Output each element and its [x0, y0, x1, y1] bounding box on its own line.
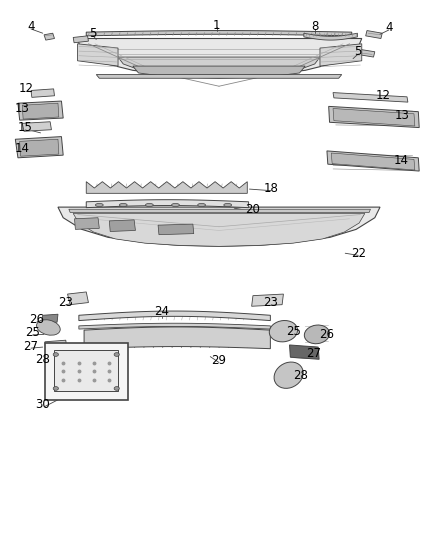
- Polygon shape: [84, 327, 270, 349]
- Text: 26: 26: [319, 328, 335, 341]
- Text: 23: 23: [58, 296, 73, 309]
- Text: 26: 26: [30, 313, 45, 326]
- Ellipse shape: [172, 204, 180, 207]
- Polygon shape: [78, 38, 362, 77]
- Ellipse shape: [269, 320, 297, 342]
- Text: 24: 24: [154, 305, 169, 318]
- Text: 4: 4: [27, 20, 35, 34]
- Text: 13: 13: [15, 102, 30, 115]
- Text: 8: 8: [311, 20, 318, 34]
- Text: 28: 28: [293, 369, 308, 382]
- Polygon shape: [18, 101, 63, 120]
- Polygon shape: [22, 122, 51, 131]
- Ellipse shape: [53, 386, 58, 390]
- Text: 12: 12: [376, 89, 391, 102]
- Text: 30: 30: [35, 398, 50, 411]
- Polygon shape: [42, 314, 58, 323]
- Polygon shape: [86, 200, 249, 208]
- Polygon shape: [96, 75, 342, 78]
- Ellipse shape: [36, 320, 60, 335]
- Text: 25: 25: [25, 326, 40, 340]
- Text: 5: 5: [89, 27, 96, 39]
- Bar: [54, 350, 118, 391]
- Polygon shape: [79, 311, 270, 320]
- Polygon shape: [44, 33, 54, 40]
- Polygon shape: [357, 49, 375, 57]
- Polygon shape: [22, 103, 59, 119]
- Polygon shape: [79, 323, 270, 329]
- Polygon shape: [290, 345, 319, 359]
- Polygon shape: [252, 294, 283, 306]
- Ellipse shape: [53, 353, 58, 357]
- Ellipse shape: [145, 204, 153, 207]
- Polygon shape: [158, 224, 194, 235]
- Polygon shape: [69, 209, 371, 213]
- Polygon shape: [73, 214, 365, 246]
- Polygon shape: [304, 33, 357, 40]
- Text: 5: 5: [355, 45, 362, 58]
- Bar: [45, 343, 127, 400]
- Polygon shape: [45, 340, 67, 350]
- Polygon shape: [58, 207, 380, 246]
- Text: 18: 18: [264, 182, 279, 195]
- Ellipse shape: [114, 353, 119, 357]
- Ellipse shape: [224, 204, 232, 207]
- Polygon shape: [67, 292, 88, 305]
- Text: 14: 14: [393, 154, 408, 167]
- Polygon shape: [366, 30, 382, 38]
- Polygon shape: [74, 217, 99, 229]
- Text: 20: 20: [246, 203, 260, 216]
- Polygon shape: [328, 107, 419, 127]
- Polygon shape: [86, 182, 247, 193]
- Polygon shape: [320, 44, 362, 66]
- Polygon shape: [110, 220, 135, 231]
- Ellipse shape: [119, 204, 127, 207]
- Text: 27: 27: [24, 340, 39, 352]
- Text: 28: 28: [35, 353, 50, 366]
- Text: 23: 23: [263, 295, 278, 309]
- Text: 4: 4: [385, 21, 392, 35]
- Ellipse shape: [274, 362, 303, 389]
- Text: 27: 27: [306, 348, 321, 360]
- Polygon shape: [73, 36, 88, 43]
- Text: 1: 1: [213, 19, 221, 32]
- Polygon shape: [118, 57, 320, 77]
- Text: 14: 14: [15, 142, 30, 155]
- Polygon shape: [20, 139, 59, 156]
- Ellipse shape: [95, 204, 103, 207]
- Polygon shape: [78, 44, 118, 66]
- Ellipse shape: [114, 386, 119, 390]
- Polygon shape: [31, 89, 54, 98]
- Ellipse shape: [198, 204, 205, 207]
- Text: 12: 12: [19, 83, 34, 95]
- Text: 29: 29: [212, 354, 226, 367]
- Polygon shape: [327, 151, 419, 171]
- Ellipse shape: [304, 325, 329, 344]
- Polygon shape: [333, 93, 408, 102]
- Polygon shape: [15, 136, 63, 158]
- Polygon shape: [333, 109, 415, 126]
- Text: 22: 22: [351, 247, 366, 260]
- Polygon shape: [53, 352, 73, 362]
- Polygon shape: [133, 66, 305, 78]
- Polygon shape: [86, 30, 352, 36]
- Text: 15: 15: [18, 121, 33, 134]
- Text: 25: 25: [286, 325, 301, 338]
- Polygon shape: [331, 153, 415, 170]
- Text: 13: 13: [394, 109, 409, 122]
